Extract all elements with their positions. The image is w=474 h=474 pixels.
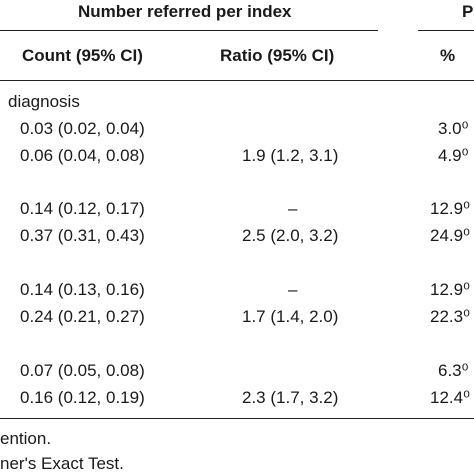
table-cell-ratio: – xyxy=(288,199,298,218)
table-cell-ratio: 1.9 (1.2, 3.1) xyxy=(242,146,339,165)
table-cell-pct: 24.9⁰ xyxy=(430,226,470,245)
table-cell-count: 0.06 (0.04, 0.08) xyxy=(20,146,145,165)
table-cell-ratio: 2.3 (1.7, 3.2) xyxy=(242,388,339,407)
group-header-title: Number referred per index xyxy=(78,2,292,21)
table-cell-ratio: 1.7 (1.4, 2.0) xyxy=(242,307,339,326)
column-header-pct: % xyxy=(440,46,456,65)
table-cell-count: 0.03 (0.02, 0.04) xyxy=(20,119,145,138)
table-cell-count: 0.14 (0.13, 0.16) xyxy=(20,280,145,299)
right-group-header-rule xyxy=(418,30,474,31)
column-header-count: Count (95% CI) xyxy=(22,46,143,65)
column-header-rule xyxy=(0,80,474,81)
group-header-rule xyxy=(0,30,378,31)
footnote: ner's Exact Test. xyxy=(0,454,124,473)
section-label: diagnosis xyxy=(8,92,80,111)
table-cell-count: 0.37 (0.31, 0.43) xyxy=(20,226,145,245)
table-cell-pct: 6.3⁰ xyxy=(438,361,469,380)
table-cell-count: 0.07 (0.05, 0.08) xyxy=(20,361,145,380)
table-cell-pct: 12.9⁰ xyxy=(430,280,470,299)
table-cell-pct: 3.0⁰ xyxy=(438,119,469,138)
table-cell-count: 0.14 (0.12, 0.17) xyxy=(20,199,145,218)
table-bottom-rule xyxy=(0,418,474,419)
table-cell-pct: 12.9⁰ xyxy=(430,199,470,218)
table-cell-pct: 12.4⁰ xyxy=(430,388,470,407)
column-header-ratio: Ratio (95% CI) xyxy=(220,46,335,65)
table-cell-pct: 22.3⁰ xyxy=(430,307,470,326)
table-cell-count: 0.24 (0.21, 0.27) xyxy=(20,307,145,326)
table-cell-pct: 4.9⁰ xyxy=(438,146,469,165)
table-cell-ratio: – xyxy=(288,280,298,299)
partial-right-header: P xyxy=(462,2,474,21)
table-cell-ratio: 2.5 (2.0, 3.2) xyxy=(242,226,339,245)
footnote: ention. xyxy=(0,429,52,448)
table-cell-count: 0.16 (0.12, 0.19) xyxy=(20,388,145,407)
